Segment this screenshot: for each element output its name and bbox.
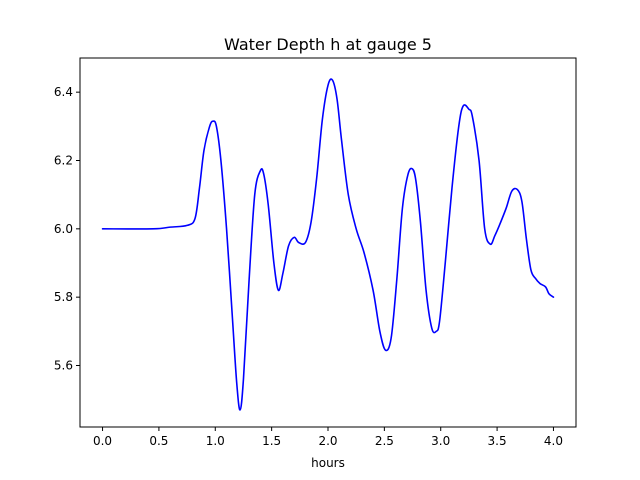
y-tick-label: 5.8 <box>54 290 73 304</box>
x-tick-label: 4.0 <box>544 434 563 448</box>
x-tick-label: 0.0 <box>93 434 112 448</box>
x-tick-label: 0.5 <box>149 434 168 448</box>
plot-area <box>101 78 555 411</box>
y-tick-label: 6.4 <box>54 85 73 99</box>
x-tick-label: 1.0 <box>206 434 225 448</box>
x-tick-label: 1.5 <box>262 434 281 448</box>
x-tick-label: 3.0 <box>431 434 450 448</box>
y-axis: 5.6 5.8 6.0 6.2 6.4 <box>54 85 80 373</box>
x-axis: 0.0 0.5 1.0 1.5 2.0 2.5 3.0 3.5 4.0 <box>93 427 563 448</box>
x-tick-label: 3.5 <box>488 434 507 448</box>
chart-title: Water Depth h at gauge 5 <box>224 35 432 54</box>
x-axis-label: hours <box>311 456 345 470</box>
x-tick-label: 2.5 <box>375 434 394 448</box>
y-tick-label: 5.6 <box>54 359 73 373</box>
axes-frame <box>79 57 577 428</box>
x-tick-label: 2.0 <box>318 434 337 448</box>
y-tick-label: 6.2 <box>54 154 73 168</box>
series-line-0 <box>101 78 555 411</box>
y-tick-label: 6.0 <box>54 222 73 236</box>
